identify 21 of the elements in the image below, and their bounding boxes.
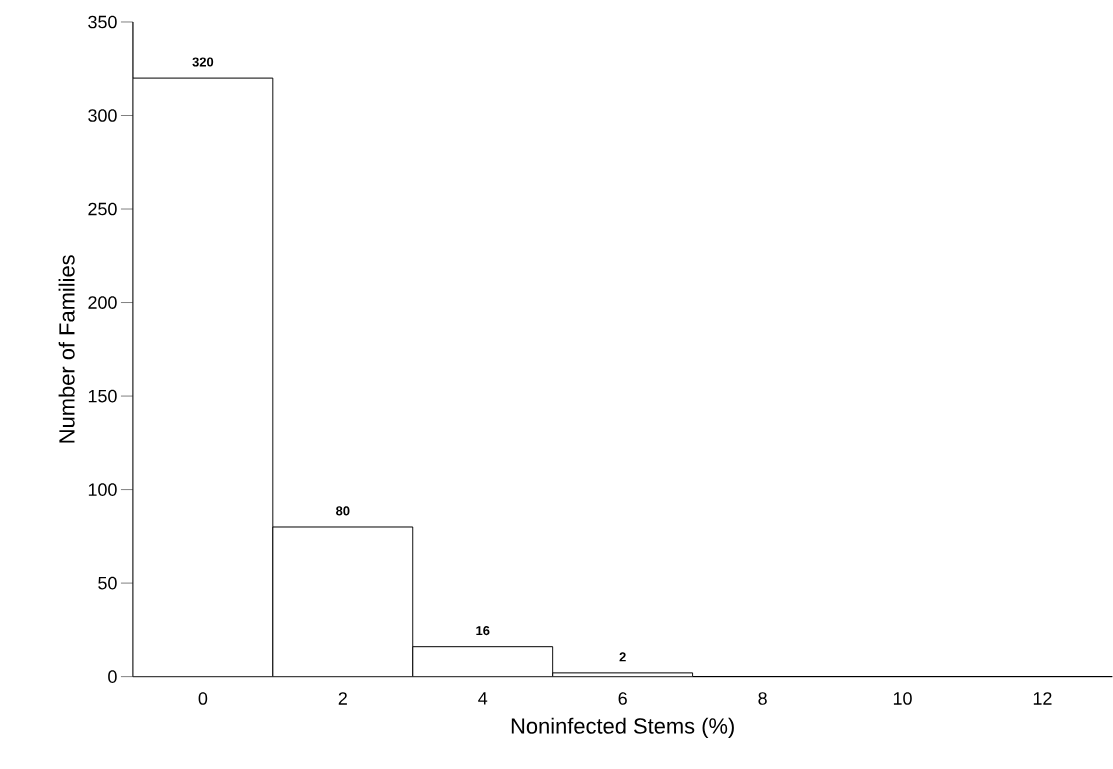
x-tick-label: 10 [893, 692, 912, 706]
x-tick-label: 8 [758, 692, 767, 706]
y-tick-label: 100 [88, 483, 117, 497]
y-tick-label: 300 [88, 109, 117, 123]
y-tick-label: 200 [88, 296, 117, 310]
data-label: 320 [192, 57, 214, 67]
x-tick-label: 0 [198, 692, 208, 706]
y-tick-label: 0 [108, 670, 117, 684]
data-label: 80 [336, 506, 350, 516]
y-tick-label: 150 [88, 389, 117, 403]
y-axis-title: Number of Families [58, 255, 75, 443]
x-tick-label: 12 [1033, 692, 1052, 705]
y-tick-label: 350 [88, 15, 117, 29]
x-axis-title: Noninfected Stems (%) [511, 717, 734, 739]
data-label: 16 [476, 626, 490, 636]
x-tick-label: 4 [478, 692, 488, 705]
y-tick-label: 50 [98, 576, 117, 590]
data-label: 2 [619, 652, 626, 662]
y-tick-label: 250 [88, 202, 117, 216]
x-tick-label: 6 [618, 692, 627, 706]
x-tick-label: 2 [338, 692, 347, 705]
